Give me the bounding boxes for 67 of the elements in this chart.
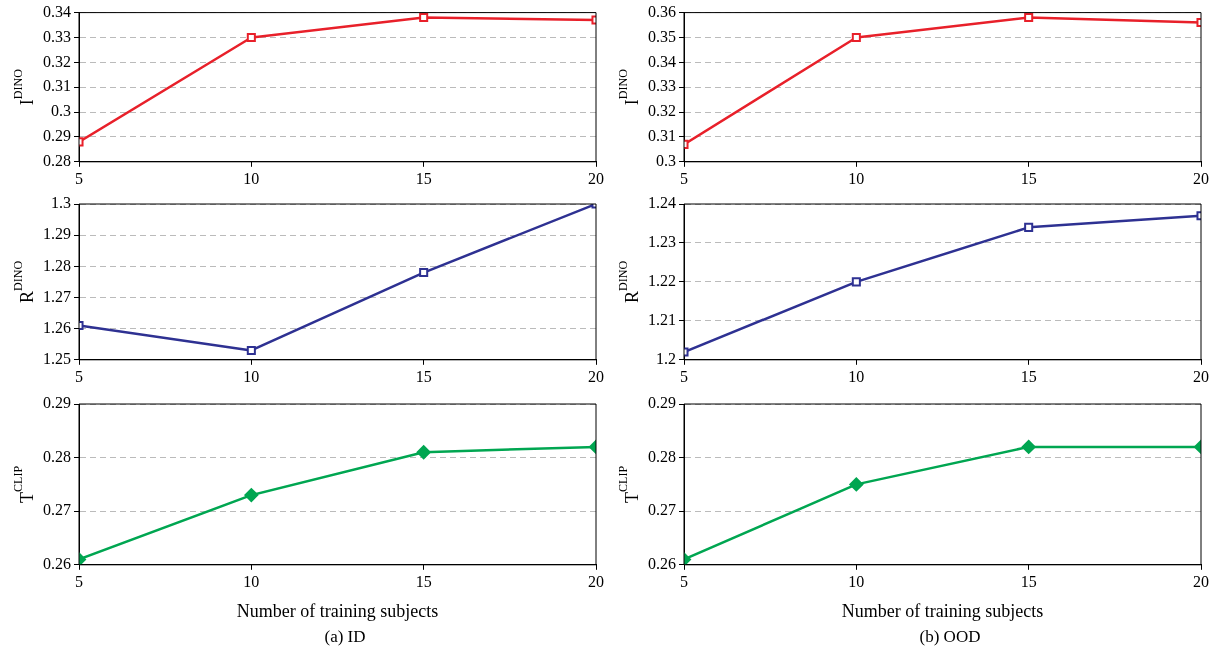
x-tick-label: 10 (243, 572, 260, 590)
y-tick-label: 0.35 (648, 27, 676, 45)
y-tick-label: 1.22 (648, 272, 676, 290)
y-tick-label: 0.27 (648, 501, 676, 519)
y-tick-label: 0.26 (648, 555, 676, 572)
y-tick-label: 0.31 (43, 77, 71, 95)
y-axis-title: IDINO (616, 68, 642, 106)
y-tick-label: 1.3 (51, 194, 71, 212)
y-tick-label: 0.32 (648, 102, 676, 120)
y-axis-title: RDINO (11, 260, 37, 303)
x-tick-label: 10 (848, 572, 865, 590)
y-tick-label: 1.25 (43, 350, 71, 367)
x-tick-label: 10 (848, 367, 865, 385)
x-tick-label: 20 (1193, 572, 1209, 590)
y-axis-title: RDINO (616, 260, 642, 303)
y-tick-label: 1.26 (43, 318, 71, 336)
x-tick-label: 5 (75, 572, 83, 590)
y-tick-label: 0.3 (656, 152, 676, 169)
y-tick-label: 1.24 (648, 194, 676, 212)
x-tick-label: 20 (1193, 169, 1209, 187)
x-tick-label: 5 (75, 367, 83, 385)
x-tick-label: 15 (415, 367, 432, 385)
y-tick-label: 0.34 (648, 52, 676, 70)
y-tick-label: 0.3 (51, 102, 71, 120)
x-tick-label: 10 (243, 169, 260, 187)
y-tick-label: 1.21 (648, 311, 676, 329)
y-tick-label: 1.2 (656, 350, 676, 367)
y-tick-label: 0.29 (648, 394, 676, 412)
y-tick-label: 0.29 (43, 394, 71, 412)
text: (b) OOD (918, 627, 982, 647)
x-axis-title: Number of training subjects (841, 601, 1044, 621)
y-tick-label: 0.28 (43, 152, 71, 169)
x-axis-title: Number of training subjects (236, 601, 439, 621)
y-tick-label: 1.28 (43, 256, 71, 274)
y-tick-label: 0.34 (43, 2, 71, 20)
y-tick-label: 0.28 (43, 447, 71, 465)
y-tick-label: 0.28 (648, 447, 676, 465)
x-tick-label: 20 (1193, 367, 1209, 385)
y-axis-title: TCLIP (616, 465, 642, 503)
y-tick-label: 0.31 (648, 127, 676, 145)
x-tick-label: 15 (415, 572, 432, 590)
x-tick-label: 5 (680, 572, 688, 590)
x-tick-label: 20 (588, 169, 604, 187)
x-tick-label: 15 (415, 169, 432, 187)
y-tick-label: 1.27 (43, 287, 71, 305)
y-tick-label: 0.36 (648, 2, 676, 20)
x-tick-label: 10 (243, 367, 260, 385)
x-tick-label: 20 (588, 367, 604, 385)
y-axis-title: TCLIP (11, 465, 37, 503)
y-axis-title: IDINO (11, 68, 37, 106)
y-tick-label: 0.33 (648, 77, 676, 95)
x-tick-label: 15 (1020, 367, 1037, 385)
x-tick-label: 10 (848, 169, 865, 187)
text: (a) ID (323, 627, 367, 647)
y-tick-label: 0.32 (43, 52, 71, 70)
y-tick-label: 1.29 (43, 225, 71, 243)
y-tick-label: 0.27 (43, 501, 71, 519)
y-tick-label: 0.33 (43, 27, 71, 45)
x-tick-label: 15 (1020, 572, 1037, 590)
x-tick-label: 15 (1020, 169, 1037, 187)
y-tick-label: 0.26 (43, 555, 71, 572)
y-tick-label: 0.29 (43, 127, 71, 145)
y-tick-label: 1.23 (648, 233, 676, 251)
x-tick-label: 20 (588, 572, 604, 590)
x-tick-label: 5 (75, 169, 83, 187)
x-tick-label: 5 (680, 169, 688, 187)
x-tick-label: 5 (680, 367, 688, 385)
